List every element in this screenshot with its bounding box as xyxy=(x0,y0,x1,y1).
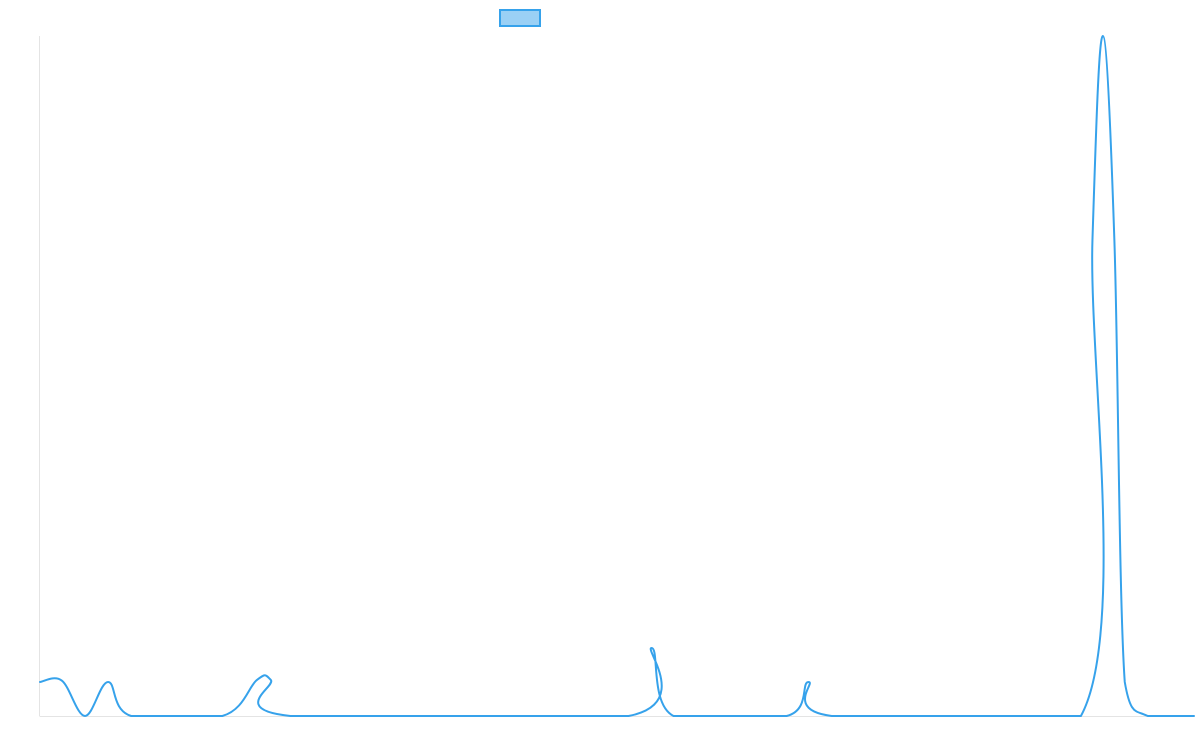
legend[interactable] xyxy=(499,9,541,27)
series-line-0[interactable] xyxy=(39,35,1195,718)
legend-swatch[interactable] xyxy=(499,9,541,27)
plot-area xyxy=(39,35,1195,718)
